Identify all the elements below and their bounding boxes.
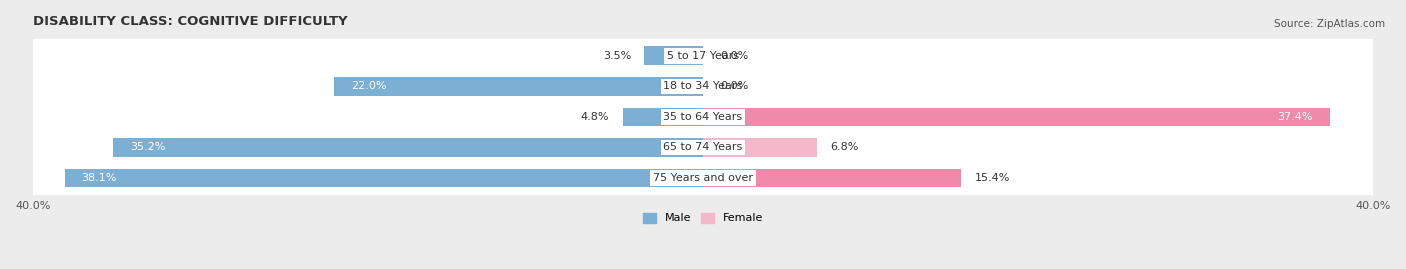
FancyBboxPatch shape [32, 39, 1374, 73]
Bar [623, 108, 703, 126]
Text: 65 to 74 Years: 65 to 74 Years [664, 143, 742, 153]
Text: 37.4%: 37.4% [1278, 112, 1313, 122]
Text: 15.4%: 15.4% [974, 173, 1010, 183]
Bar [703, 108, 1330, 126]
Text: 22.0%: 22.0% [352, 82, 387, 91]
Text: Source: ZipAtlas.com: Source: ZipAtlas.com [1274, 19, 1385, 29]
Bar [703, 169, 962, 187]
Text: 75 Years and over: 75 Years and over [652, 173, 754, 183]
Text: 35 to 64 Years: 35 to 64 Years [664, 112, 742, 122]
Legend: Male, Female: Male, Female [638, 208, 768, 228]
Text: 4.8%: 4.8% [581, 112, 609, 122]
Text: 35.2%: 35.2% [129, 143, 166, 153]
Bar [65, 169, 703, 187]
Bar [335, 77, 703, 96]
Text: DISABILITY CLASS: COGNITIVE DIFFICULTY: DISABILITY CLASS: COGNITIVE DIFFICULTY [32, 15, 347, 28]
Bar [112, 138, 703, 157]
Text: 0.0%: 0.0% [720, 51, 748, 61]
Bar [703, 138, 817, 157]
Text: 6.8%: 6.8% [831, 143, 859, 153]
FancyBboxPatch shape [32, 130, 1374, 165]
Text: 5 to 17 Years: 5 to 17 Years [666, 51, 740, 61]
Text: 38.1%: 38.1% [82, 173, 117, 183]
Bar [644, 47, 703, 65]
Text: 0.0%: 0.0% [720, 82, 748, 91]
FancyBboxPatch shape [32, 69, 1374, 104]
Text: 3.5%: 3.5% [603, 51, 631, 61]
FancyBboxPatch shape [32, 100, 1374, 134]
Text: 18 to 34 Years: 18 to 34 Years [664, 82, 742, 91]
FancyBboxPatch shape [32, 161, 1374, 195]
